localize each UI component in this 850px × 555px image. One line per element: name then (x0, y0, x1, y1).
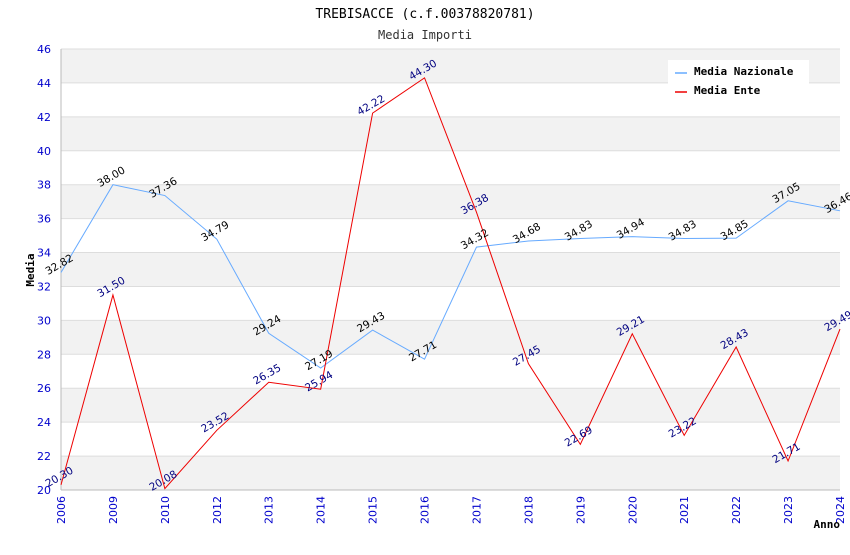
legend-label-media-ente: Media Ente (694, 84, 761, 97)
x-tick-label: 2022 (730, 496, 743, 524)
x-tick-label: 2023 (782, 496, 795, 524)
grid-band (61, 252, 840, 287)
data-label-media-ente: 22.69 (563, 424, 595, 449)
x-tick-label: 2024 (834, 496, 847, 524)
x-tick-label: 2013 (263, 496, 276, 524)
data-label-media-nazionale: 34.94 (615, 216, 647, 242)
x-tick-label: 2021 (678, 496, 691, 524)
y-tick-label: 24 (37, 416, 51, 429)
data-label-media-nazionale: 34.85 (719, 218, 751, 243)
y-tick-label: 30 (37, 314, 51, 327)
x-tick-label: 2016 (419, 496, 432, 524)
axes (60, 49, 840, 491)
x-tick-label: 2014 (315, 496, 328, 524)
grid-band (61, 456, 840, 490)
y-axis-label: Media (24, 253, 37, 286)
y-tick-labels: 20 22 24 26 28 30 32 34 36 38 40 42 44 46 (37, 43, 51, 497)
data-label-media-nazionale: 34.79 (199, 219, 231, 244)
series-line-media-ente (60, 77, 841, 490)
chart-subtitle: Media Importi (378, 28, 472, 42)
y-tick-label: 36 (37, 213, 51, 226)
grid-band (61, 320, 840, 355)
grid-band (61, 388, 840, 423)
x-tick-label: 2018 (522, 496, 535, 524)
series-lines (60, 77, 841, 490)
data-label-media-ente: 42.22 (355, 93, 387, 118)
legend-label-media-nazionale: Media Nazionale (694, 65, 794, 78)
legend-box (668, 60, 809, 101)
data-label-media-nazionale: 34.68 (511, 221, 543, 246)
x-tick-label: 2009 (107, 496, 120, 524)
legend: Media Nazionale Media Ente (668, 60, 809, 101)
x-tick-label: 2019 (574, 496, 587, 524)
y-tick-label: 20 (37, 484, 51, 497)
x-tick-label: 2010 (159, 496, 172, 524)
y-tick-label: 32 (37, 280, 51, 293)
x-tick-label: 2015 (367, 496, 380, 524)
grid-band (61, 184, 840, 219)
series-line-media-nazionale (60, 184, 841, 369)
y-tick-label: 40 (37, 145, 51, 158)
x-tick-label: 2020 (626, 496, 639, 524)
y-tick-label: 44 (37, 77, 51, 90)
y-tick-label: 42 (37, 111, 51, 124)
y-tick-label: 28 (37, 348, 51, 361)
x-axis-label: Anno (814, 518, 841, 531)
x-tick-label: 2006 (55, 496, 68, 524)
x-tick-label: 2012 (211, 496, 224, 524)
y-tick-label: 22 (37, 450, 51, 463)
x-tick-labels: 2006 2009 2010 2012 2013 2014 2015 2016 2017 2018… (55, 496, 847, 524)
x-tick-label: 2017 (470, 496, 483, 524)
y-tick-label: 46 (37, 43, 51, 56)
data-label-media-nazionale: 34.83 (563, 218, 595, 243)
chart-title: TREBISACCE (c.f.00378820781) (315, 7, 534, 22)
y-tick-label: 34 (37, 247, 51, 260)
grid-bands (61, 49, 840, 490)
data-label-media-nazionale: 34.83 (667, 218, 699, 243)
y-tick-label: 26 (37, 382, 51, 395)
y-tick-label: 38 (37, 179, 51, 192)
data-label-media-nazionale: 34.32 (459, 227, 491, 252)
